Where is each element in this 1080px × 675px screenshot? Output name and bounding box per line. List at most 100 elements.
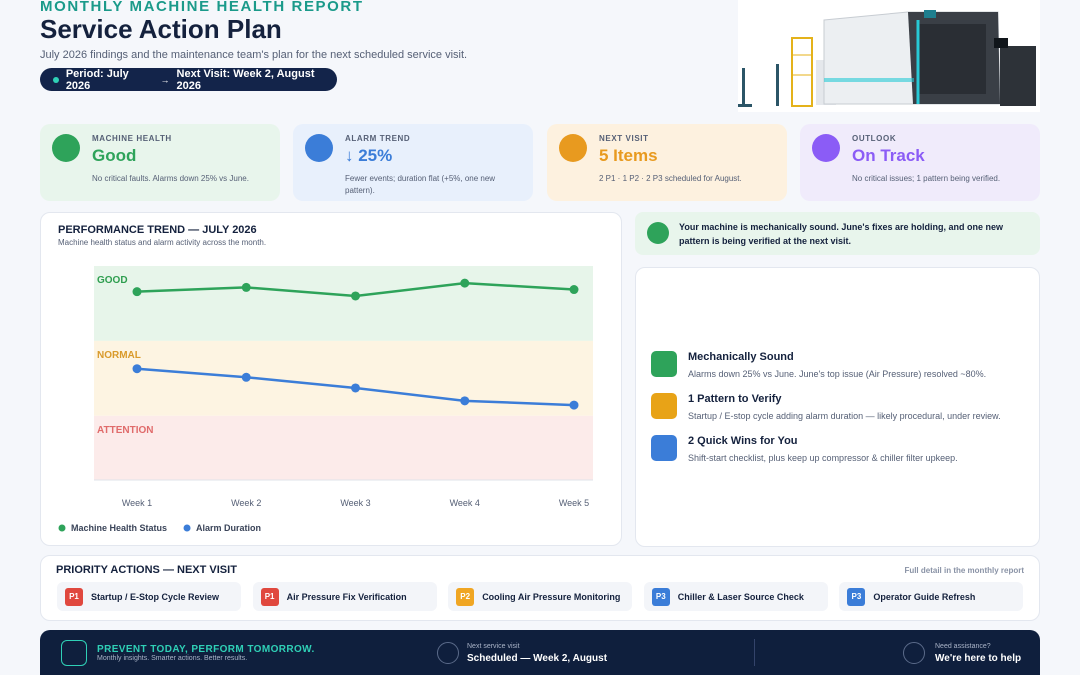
footer: PREVENT TODAY, PERFORM TOMORROW. Monthly…: [40, 630, 1040, 675]
kpi-card: MACHINE HEALTH Good No critical faults. Al…: [40, 124, 280, 201]
action-label: Startup / E-Stop Cycle Review: [91, 591, 220, 602]
x-tick-label: Week 2: [231, 498, 261, 508]
service-value: Scheduled — Week 2, August: [467, 653, 608, 664]
action-label: Cooling Air Pressure Monitoring: [482, 591, 621, 602]
chart-title: PERFORMANCE TREND — JULY 2026: [58, 224, 257, 236]
tagline: Monthly insights. Smarter actions. Bette…: [97, 655, 248, 662]
data-point: [351, 291, 360, 301]
separator: →: [160, 74, 170, 85]
card-icon: [305, 134, 333, 162]
card-value: 5 Items: [599, 146, 658, 165]
next-visit: Next Visit: Week 2, August 2026: [176, 67, 315, 92]
action-item: P3 Operator Guide Refresh: [839, 582, 1024, 611]
data-point: [241, 372, 251, 382]
calendar-icon: [437, 642, 459, 664]
card-label: NEXT VISIT: [599, 134, 649, 143]
page-title: Service Action Plan: [40, 14, 282, 44]
help-value: We're here to help: [935, 653, 1022, 664]
band-label: ATTENTION: [97, 425, 153, 436]
chart-subtitle: Machine health status and alarm activity…: [58, 238, 267, 247]
card-note: Fewer events; duration flat (+5%, one ne…: [345, 174, 496, 195]
priority-tag: P3: [651, 587, 670, 606]
priority-tag: P2: [456, 587, 475, 606]
actions-title: PRIORITY ACTIONS — NEXT VISIT: [56, 564, 237, 576]
data-point: [569, 400, 579, 410]
machine-image: [738, 0, 1040, 112]
highlight-title: 2 Quick Wins for You: [688, 435, 798, 447]
highlight-text: Shift-start checklist, plus keep up comp…: [688, 453, 958, 463]
band-label: NORMAL: [97, 350, 141, 361]
service-label: Next service visit: [467, 643, 520, 650]
card-value: On Track: [852, 146, 925, 165]
highlights-panel: [635, 267, 1040, 547]
period-badge: Period: July 2026 → Next Visit: Week 2, Au…: [40, 67, 337, 92]
subtitle: July 2026 findings and the maintenance t…: [40, 49, 468, 61]
status-banner: Your machine is mechanically sound. June…: [635, 212, 1040, 255]
data-point: [569, 285, 579, 295]
legend-label: Alarm Duration: [196, 523, 261, 533]
divider: [754, 639, 755, 666]
status-band: [94, 266, 593, 341]
status-text: Your machine is mechanically sound. June…: [679, 222, 1004, 246]
x-tick-label: Week 1: [122, 498, 152, 508]
action-item: P3 Chiller & Laser Source Check: [643, 582, 828, 611]
card-note: No critical issues; 1 pattern being veri…: [852, 174, 1001, 183]
highlight-icon: [651, 351, 677, 377]
status-icon: [647, 222, 669, 244]
legend-swatch: [183, 524, 191, 532]
highlight: Mechanically Sound Alarms down 25% vs Jun…: [651, 351, 1031, 379]
action-item: P1 Startup / E-Stop Cycle Review: [57, 582, 241, 611]
priority-tag: P3: [847, 587, 866, 606]
highlight: 1 Pattern to Verify Startup / E-stop cycl…: [651, 393, 1031, 421]
data-point: [132, 287, 142, 297]
card-value: ↓ 25%: [345, 146, 393, 165]
card-label: MACHINE HEALTH: [92, 134, 172, 143]
data-point: [241, 282, 251, 292]
action-label: Air Pressure Fix Verification: [286, 591, 407, 602]
chart: GOOD NORMAL ATTENTION Week 1 Week 2 Week 3 Wee…: [58, 266, 593, 533]
highlight-text: Startup / E-stop cycle adding alarm dura…: [688, 411, 1001, 421]
card-value: Good: [92, 146, 137, 165]
chart-panel: PERFORMANCE TREND — JULY 2026 Machine he…: [40, 212, 622, 546]
highlight-icon: [651, 393, 677, 419]
legend-label: Machine Health Status: [71, 523, 167, 533]
highlight-icon: [651, 435, 677, 461]
action-label: Chiller & Laser Source Check: [677, 591, 804, 602]
legend-swatch: [58, 524, 66, 532]
band-label: GOOD: [97, 275, 128, 286]
highlight-title: Mechanically Sound: [688, 351, 794, 363]
period: Period: July 2026: [65, 67, 129, 92]
card-label: OUTLOOK: [852, 134, 897, 143]
card-label: ALARM TREND: [345, 134, 411, 143]
help-label: Need assistance?: [935, 643, 991, 650]
card-icon: [52, 134, 80, 162]
kpi-card: NEXT VISIT 5 Items 2 P1 · 1 P2 · 2 P3 sche…: [547, 124, 787, 201]
card-note: 2 P1 · 1 P2 · 2 P3 scheduled for August.: [599, 174, 742, 183]
kpi-card: OUTLOOK On Track No critical issues; 1 pat…: [800, 124, 1040, 201]
action-label: Operator Guide Refresh: [873, 591, 976, 602]
kicker: MONTHLY MACHINE HEALTH REPORT: [40, 0, 364, 15]
footer-icon: [61, 640, 87, 666]
kpi-card: ALARM TREND ↓ 25% Fewer events; duration f…: [293, 124, 533, 201]
priority-tag: P1: [260, 587, 279, 606]
slogan: PREVENT TODAY, PERFORM TOMORROW.: [97, 644, 315, 655]
card-icon: [812, 134, 840, 162]
data-point: [351, 383, 360, 393]
action-item: P1 Air Pressure Fix Verification: [252, 582, 437, 611]
x-tick-label: Week 5: [559, 498, 589, 508]
data-point: [460, 396, 470, 406]
highlight-title: 1 Pattern to Verify: [688, 393, 782, 405]
action-item: P2 Cooling Air Pressure Monitoring: [448, 582, 633, 611]
actions-note: Full detail in the monthly report: [904, 566, 1024, 575]
highlight: 2 Quick Wins for You Shift-start checklis…: [651, 435, 1031, 463]
data-point: [132, 364, 142, 374]
x-tick-label: Week 4: [450, 498, 480, 508]
status-band: [94, 340, 593, 416]
highlight-text: Alarms down 25% vs June. June's top issu…: [688, 369, 987, 379]
priority-tag: P1: [65, 587, 83, 606]
x-tick-label: Week 3: [340, 498, 370, 508]
headset-icon: [903, 642, 925, 664]
card-icon: [559, 134, 587, 162]
